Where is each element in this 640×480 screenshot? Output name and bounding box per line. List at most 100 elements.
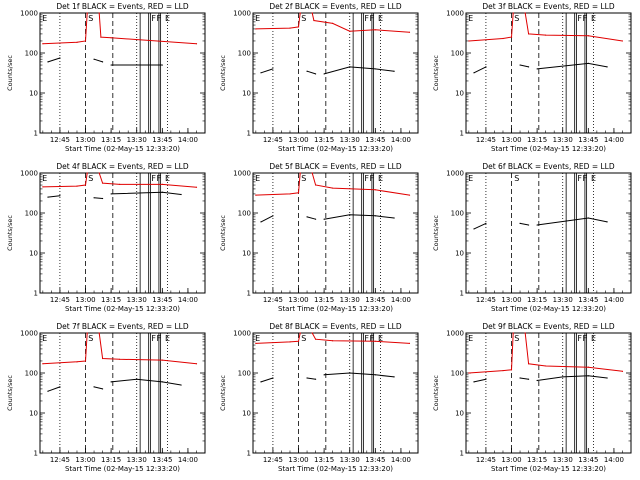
x-tick-label: 13:15 <box>527 136 547 144</box>
data-point <box>512 12 514 14</box>
plot-frame <box>39 332 206 454</box>
data-point <box>519 377 521 379</box>
data-point <box>332 22 334 24</box>
data-point <box>332 340 334 342</box>
y-tick-label: 1000 <box>20 170 38 178</box>
data-point <box>289 341 291 343</box>
data-point <box>524 332 526 334</box>
y-axis-label: Counts/sec <box>6 215 14 251</box>
marker-label-e: E <box>255 174 260 183</box>
x-tick-label: 13:30 <box>553 296 573 304</box>
x-tick-label: 13:45 <box>578 456 598 464</box>
marker-label-s: S <box>514 14 519 23</box>
data-point <box>195 186 198 188</box>
series-segment <box>311 12 410 33</box>
data-point <box>323 73 325 75</box>
y-axis-label: Counts/sec <box>6 55 14 91</box>
data-point <box>119 183 121 185</box>
series-segment <box>42 332 88 365</box>
plot-frame <box>252 172 419 294</box>
panel-title: Det 5f BLACK = Events, RED = LLD <box>269 162 402 171</box>
x-tick-label: 13:45 <box>365 136 385 144</box>
y-tick-label: 100 <box>238 370 251 378</box>
y-tick-label: 10 <box>242 90 251 98</box>
data-point <box>42 363 44 365</box>
marker-label-e: E <box>165 14 170 23</box>
data-point <box>195 43 198 45</box>
y-tick-label: 1000 <box>233 10 251 18</box>
y-tick-label: 100 <box>451 210 464 218</box>
x-tick-label: 13:15 <box>314 296 334 304</box>
marker-label-s: S <box>88 14 93 23</box>
y-tick-label: 1000 <box>446 330 464 338</box>
marker-label-e: E <box>378 174 383 183</box>
series-events <box>47 378 182 392</box>
y-tick-label: 1 <box>460 450 464 458</box>
data-point <box>84 40 87 42</box>
marker-label-f: F <box>364 174 369 183</box>
marker-label-s: S <box>301 174 306 183</box>
series-segment <box>323 66 395 75</box>
plot-frame <box>39 12 206 134</box>
data-point <box>485 378 487 380</box>
data-point <box>260 72 262 74</box>
data-point <box>408 194 411 196</box>
y-tick-label: 1000 <box>233 170 251 178</box>
series-segment <box>468 332 514 374</box>
y-tick-label: 1 <box>247 290 251 298</box>
data-point <box>84 184 87 186</box>
data-point <box>180 193 182 196</box>
data-point <box>289 27 291 29</box>
y-tick-label: 1000 <box>20 330 38 338</box>
data-point <box>468 372 470 374</box>
series-segment <box>47 57 61 63</box>
panel-title: Det 9f BLACK = Events, RED = LLD <box>482 322 615 331</box>
panel-title: Det 8f BLACK = Events, RED = LLD <box>269 322 402 331</box>
x-axis-label: Start Time (02-May-15 12:33:20) <box>278 145 393 153</box>
y-tick-label: 1000 <box>446 10 464 18</box>
x-tick-label: 13:00 <box>288 456 308 464</box>
y-tick-label: 10 <box>29 250 38 258</box>
marker-label-f: F <box>364 334 369 343</box>
series-segment <box>473 222 487 230</box>
x-axis-label: Start Time (02-May-15 12:33:20) <box>491 465 606 473</box>
data-point <box>306 70 308 72</box>
x-tick-label: 13:00 <box>288 136 308 144</box>
marker-label-e: E <box>378 334 383 343</box>
data-point <box>374 374 376 376</box>
x-tick-label: 13:30 <box>553 136 573 144</box>
marker-label-f: F <box>151 14 156 23</box>
data-point <box>349 372 351 374</box>
data-point <box>180 384 182 386</box>
series-segment <box>324 214 395 220</box>
y-axis-label: Counts/sec <box>432 375 440 411</box>
panel-title: Det 4f BLACK = Events, RED = LLD <box>56 162 189 171</box>
y-tick-label: 10 <box>29 90 38 98</box>
x-tick-label: 13:15 <box>101 296 121 304</box>
data-point <box>59 57 61 59</box>
x-tick-label: 13:30 <box>127 456 147 464</box>
y-tick-label: 100 <box>25 370 38 378</box>
data-point <box>98 12 100 14</box>
data-point <box>587 35 589 37</box>
marker-label-e: E <box>165 174 170 183</box>
x-tick-label: 14:00 <box>604 136 624 144</box>
marker-label-f: F <box>151 174 156 183</box>
data-point <box>527 363 530 365</box>
marker-label-f: F <box>370 334 375 343</box>
data-point <box>272 215 274 217</box>
series-segment <box>311 172 410 196</box>
y-tick-label: 100 <box>451 370 464 378</box>
data-point <box>408 31 411 33</box>
data-point <box>110 37 112 39</box>
data-point <box>314 73 317 75</box>
x-tick-label: 13:30 <box>340 136 360 144</box>
data-point <box>98 172 100 174</box>
data-point <box>606 221 608 223</box>
y-tick-label: 1 <box>34 290 38 298</box>
data-point <box>323 218 325 220</box>
data-point <box>101 388 104 390</box>
data-point <box>349 30 351 32</box>
